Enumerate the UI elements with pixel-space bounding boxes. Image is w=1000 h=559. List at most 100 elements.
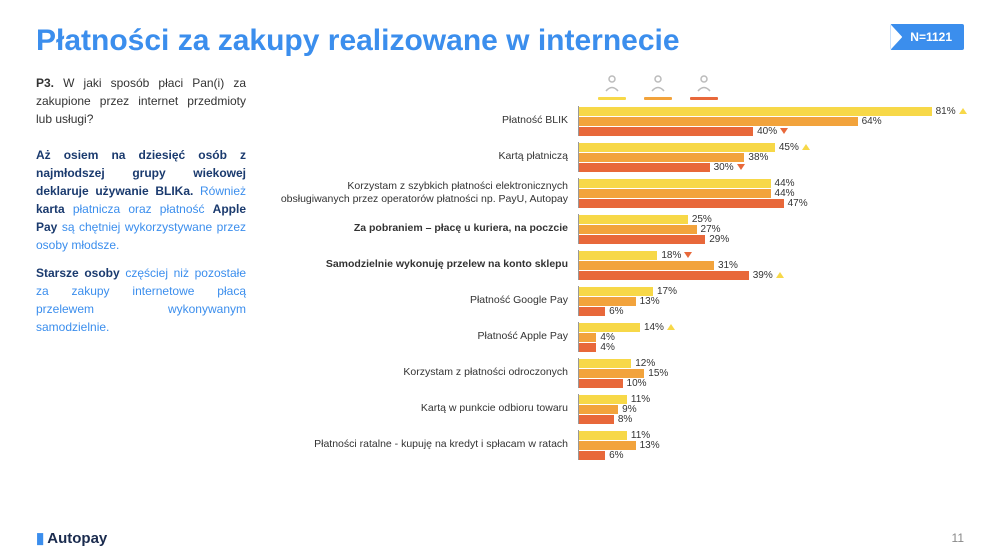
- bar: [579, 235, 705, 244]
- legend-color: [598, 97, 626, 100]
- bar-line: 8%: [579, 414, 967, 424]
- bar-value: 38%: [748, 152, 768, 163]
- bar-line: 11%: [579, 430, 967, 440]
- bar-group: 11%13% 6%: [578, 430, 967, 460]
- bar: [579, 405, 618, 414]
- bar: [579, 359, 631, 368]
- bar: [579, 271, 749, 280]
- n-badge: N=1121: [890, 24, 964, 50]
- bar-line: 6%: [579, 450, 967, 460]
- page-title: Płatności za zakupy realizowane w intern…: [36, 24, 680, 58]
- bar: [579, 199, 784, 208]
- bar-value: 45%: [779, 142, 810, 153]
- triangle-up-icon: [802, 144, 810, 150]
- footer: ▮Autopay 11: [36, 529, 964, 547]
- bar-line: 13%: [579, 296, 967, 306]
- chart-column: Płatność BLIK81%64%40%Kartą płatniczą45%…: [270, 74, 967, 514]
- bar-line: 44%: [579, 188, 967, 198]
- bar-line: 14%: [579, 322, 967, 332]
- bar-group: 12%15%10%: [578, 358, 967, 388]
- bar: [579, 261, 714, 270]
- bar-value: 14%: [644, 322, 675, 333]
- bar: [579, 143, 775, 152]
- row-label: Za pobraniem – płacę u kuriera, na poczc…: [278, 222, 578, 235]
- triangle-up-icon: [776, 272, 784, 278]
- bar-value: 39%: [753, 270, 784, 281]
- person-icon: [694, 74, 714, 95]
- logo: ▮Autopay: [36, 529, 107, 547]
- bar: [579, 395, 627, 404]
- bar: [579, 153, 744, 162]
- bar: [579, 163, 710, 172]
- question-code: P3.: [36, 76, 54, 90]
- bar-group: 44%44%47%: [578, 178, 967, 208]
- legend-item: [598, 74, 626, 100]
- triangle-down-icon: [780, 128, 788, 134]
- left-column: P3. W jaki sposób płaci Pan(i) za zakupi…: [36, 74, 246, 514]
- chart-row: Płatność Google Pay17%13%6%: [278, 286, 967, 316]
- row-label: Płatność Google Pay: [278, 294, 578, 307]
- bar-line: 25%: [579, 214, 967, 224]
- bar-group: 14%4%4%: [578, 322, 967, 352]
- row-label: Płatności ratalne - kupuję na kredyt i s…: [278, 438, 578, 451]
- content: P3. W jaki sposób płaci Pan(i) za zakupi…: [36, 74, 964, 514]
- bar-line: 6%: [579, 306, 967, 316]
- header: Płatności za zakupy realizowane w intern…: [36, 24, 964, 58]
- bar-value: 30%: [714, 162, 745, 173]
- bar-value: 8%: [618, 414, 632, 425]
- bar-line: 27%: [579, 224, 967, 234]
- question-text: P3. W jaki sposób płaci Pan(i) za zakupi…: [36, 74, 246, 128]
- bar-line: 44%: [579, 178, 967, 188]
- bar-line: 47%: [579, 198, 967, 208]
- person-icon: [602, 74, 622, 95]
- bar: [579, 251, 657, 260]
- bar-line: 40%: [579, 126, 967, 136]
- bar-value: 81%: [936, 106, 967, 117]
- bar-chart: Płatność BLIK81%64%40%Kartą płatniczą45%…: [278, 106, 967, 460]
- bar-line: 45%: [579, 142, 967, 152]
- bar-value: 17%: [657, 286, 677, 297]
- bar-group: 11%9%8%: [578, 394, 967, 424]
- row-label: Korzystam z płatności odroczonych: [278, 366, 578, 379]
- bar: [579, 451, 605, 460]
- bar: [579, 431, 627, 440]
- bar-line: 11%: [579, 394, 967, 404]
- bar-line: 81%: [579, 106, 967, 116]
- bar-value: 13%: [640, 440, 660, 451]
- triangle-up-icon: [959, 108, 967, 114]
- bar: [579, 415, 614, 424]
- bar-group: 45% 38%30%: [578, 142, 967, 172]
- triangle-down-icon: [684, 252, 692, 258]
- bar-value: 47%: [788, 198, 808, 209]
- bar-value: 31%: [718, 260, 738, 271]
- bar-line: 10%: [579, 378, 967, 388]
- bar-line: 15%: [579, 368, 967, 378]
- bar: [579, 179, 771, 188]
- bar: [579, 343, 596, 352]
- bar-value: 6%: [609, 450, 623, 461]
- bar: [579, 333, 596, 342]
- legend-item: [690, 74, 718, 100]
- triangle-up-icon: [667, 324, 675, 330]
- bar-line: 9%: [579, 404, 967, 414]
- row-label: Kartą płatniczą: [278, 150, 578, 163]
- bar-line: 17%: [579, 286, 967, 296]
- bar-value: 29%: [709, 234, 729, 245]
- bar-group: 18%31%39%: [578, 250, 967, 280]
- bar-line: 64%: [579, 116, 967, 126]
- bar: [579, 441, 636, 450]
- chart-row: Za pobraniem – płacę u kuriera, na poczc…: [278, 214, 967, 244]
- bar: [579, 189, 771, 198]
- bar: [579, 379, 623, 388]
- row-label: Samodzielnie wykonuję przelew na konto s…: [278, 258, 578, 271]
- bar-value: 64%: [862, 116, 882, 127]
- bar-group: 17%13%6%: [578, 286, 967, 316]
- chart-row: Samodzielnie wykonuję przelew na konto s…: [278, 250, 967, 280]
- person-icon: [648, 74, 668, 95]
- chart-row: Korzystam z płatności odroczonych12%15%1…: [278, 358, 967, 388]
- bar-value: 10%: [627, 378, 647, 389]
- bar: [579, 225, 697, 234]
- bar: [579, 307, 605, 316]
- bar-value: 13%: [640, 296, 660, 307]
- bar-value: 15%: [648, 368, 668, 379]
